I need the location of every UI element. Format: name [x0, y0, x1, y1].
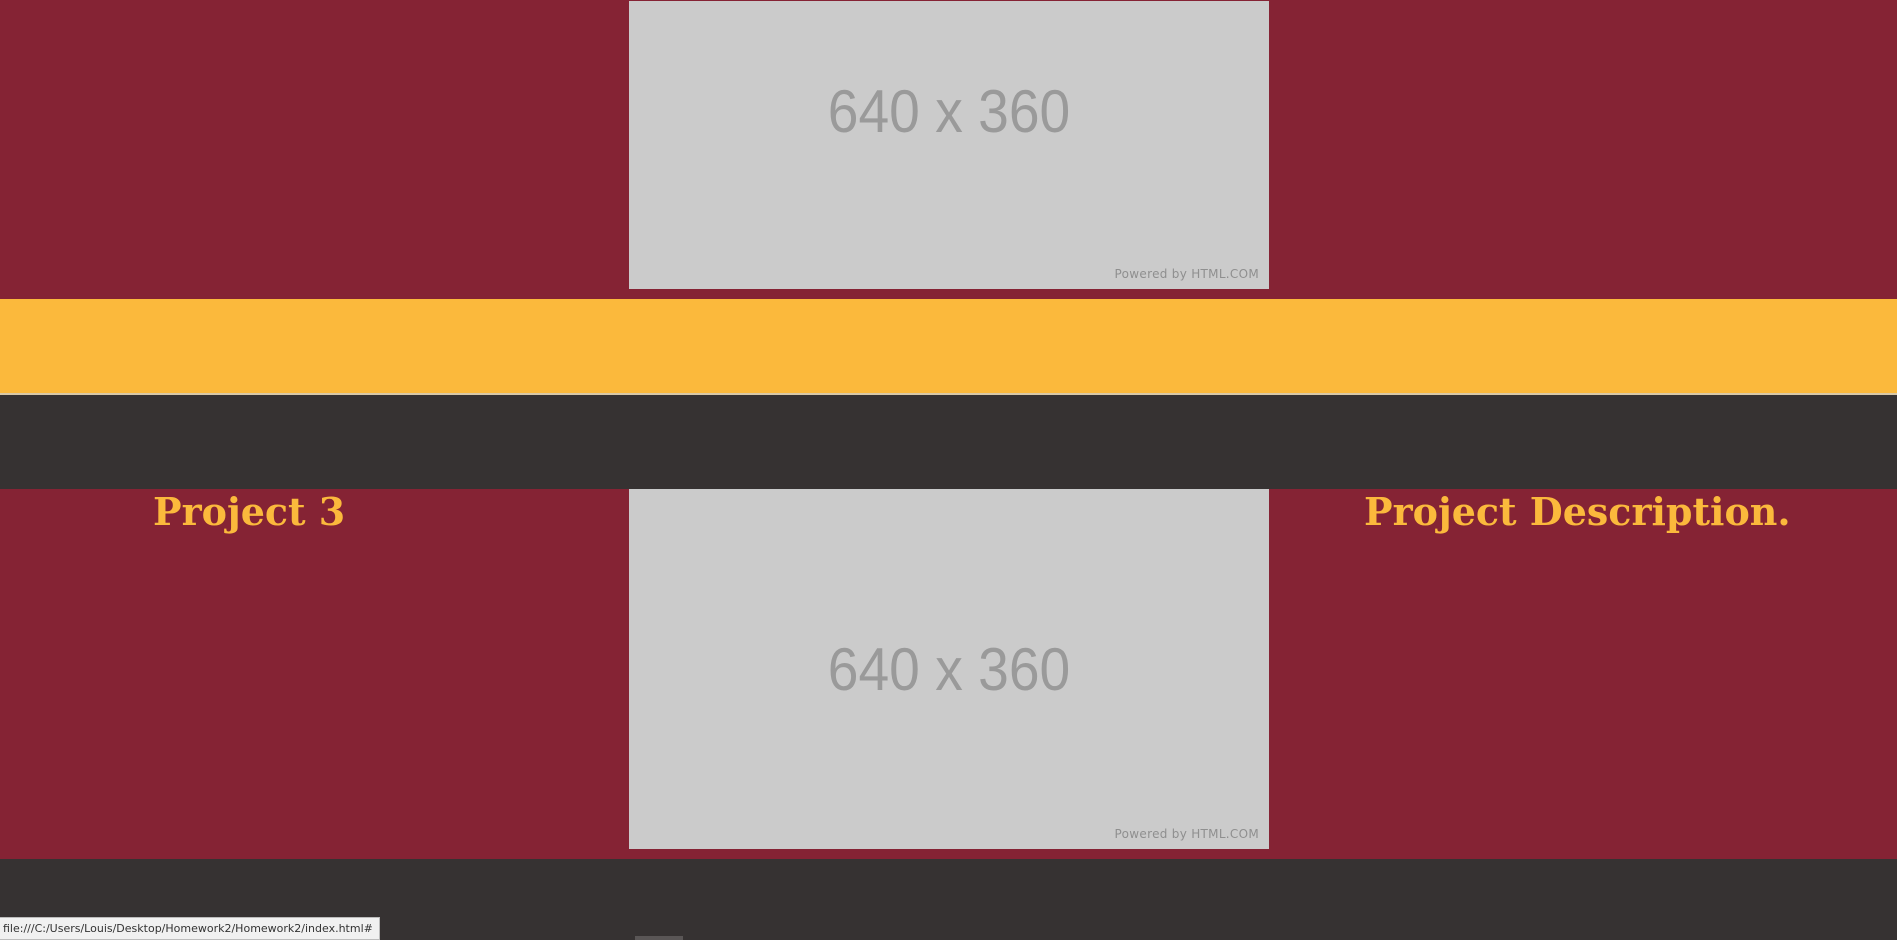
project-description: Project Description.: [1364, 489, 1791, 534]
placeholder-powered-by: Powered by HTML.COM: [1114, 827, 1259, 841]
placeholder-image-bottom: 640 x 360 Powered by HTML.COM: [629, 489, 1269, 849]
yellow-divider-bar: [0, 299, 1897, 393]
status-bar-url: file:///C:/Users/Louis/Desktop/Homework2…: [0, 917, 380, 940]
divider-line: [0, 393, 1897, 395]
placeholder-dimensions-label: 640 x 360: [827, 636, 1071, 703]
placeholder-dimensions-label: 640 x 360: [827, 78, 1071, 145]
placeholder-powered-by: Powered by HTML.COM: [1114, 267, 1259, 281]
placeholder-image-top: 640 x 360 Powered by HTML.COM: [629, 1, 1269, 289]
horizontal-scroll-thumb[interactable]: [635, 936, 683, 940]
project-title: Project 3: [153, 489, 346, 534]
